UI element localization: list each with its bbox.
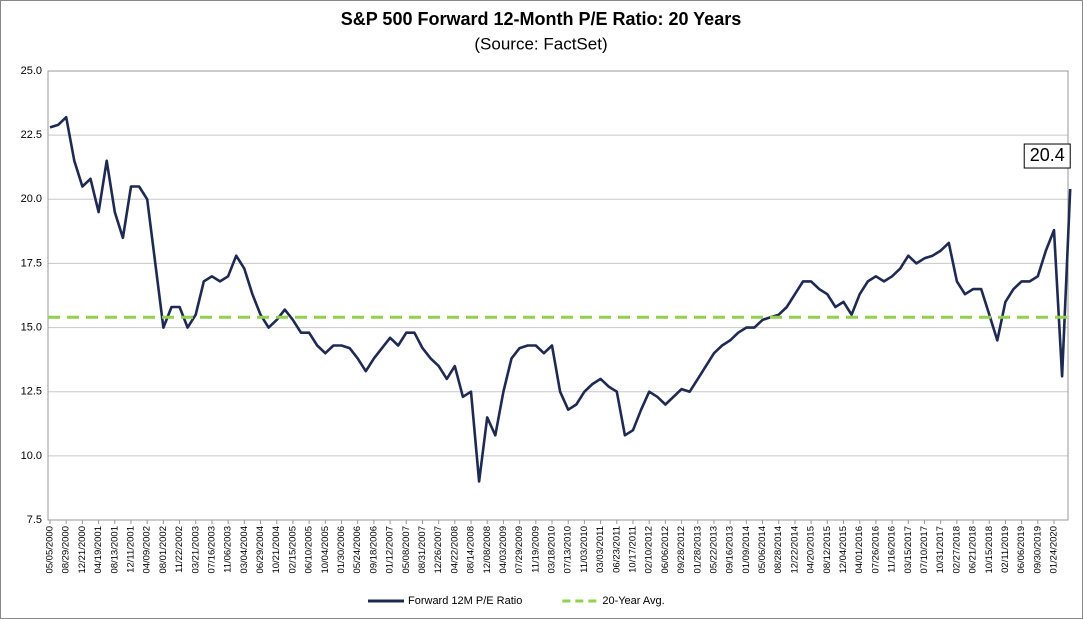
x-tick-label: 04/03/2009: [498, 526, 509, 574]
x-tick-label: 10/31/2017: [935, 526, 946, 574]
legend-label: 20-Year Avg.: [602, 595, 664, 607]
x-tick-label: 03/03/2011: [595, 526, 606, 573]
x-tick-label: 01/09/2014: [741, 526, 752, 574]
x-tick-label: 09/16/2013: [725, 526, 736, 574]
x-tick-label: 08/14/2008: [466, 526, 477, 574]
x-tick-label: 07/26/2016: [870, 526, 881, 574]
x-tick-label: 01/30/2006: [336, 526, 347, 574]
x-tick-label: 11/16/2016: [887, 526, 898, 573]
x-tick-label: 06/10/2005: [304, 526, 315, 574]
x-tick-label: 11/03/2010: [579, 526, 590, 573]
x-tick-label: 08/01/2002: [158, 526, 169, 574]
x-tick-label: 05/24/2006: [352, 526, 363, 574]
x-tick-label: 06/06/2019: [1016, 526, 1027, 574]
y-tick-label: 15.0: [21, 321, 42, 333]
y-tick-label: 17.5: [21, 257, 42, 269]
x-tick-label: 02/10/2012: [644, 526, 655, 574]
x-tick-label: 10/15/2018: [984, 526, 995, 574]
x-tick-label: 08/29/2000: [61, 526, 72, 574]
x-tick-label: 06/29/2004: [255, 526, 266, 574]
x-tick-label: 07/29/2009: [514, 526, 525, 574]
x-tick-label: 01/28/2013: [692, 526, 703, 574]
x-tick-label: 03/18/2010: [547, 526, 558, 574]
x-tick-label: 09/18/2006: [368, 526, 379, 574]
x-tick-label: 09/30/2019: [1032, 526, 1043, 574]
x-tick-label: 07/13/2010: [563, 526, 574, 574]
x-tick-label: 12/08/2008: [482, 526, 493, 574]
x-tick-label: 08/13/2001: [109, 526, 120, 574]
x-tick-label: 04/09/2002: [142, 526, 153, 574]
x-tick-label: 10/21/2004: [271, 526, 282, 574]
y-tick-label: 7.5: [27, 514, 42, 526]
x-tick-label: 06/21/2018: [968, 526, 979, 574]
x-tick-label: 08/31/2007: [417, 526, 428, 574]
value-label-box: [1023, 143, 1071, 169]
x-tick-label: 04/19/2001: [93, 526, 104, 574]
x-tick-label: 01/24/2020: [1049, 526, 1060, 574]
x-tick-label: 01/12/2007: [385, 526, 396, 574]
x-tick-label: 10/17/2011: [627, 526, 638, 573]
x-tick-label: 03/21/2003: [190, 526, 201, 574]
chart-title: S&P 500 Forward 12-Month P/E Ratio: 20 Y…: [341, 9, 741, 29]
x-tick-label: 11/19/2009: [530, 526, 541, 573]
x-tick-label: 05/05/2000: [45, 526, 56, 574]
x-tick-label: 08/28/2014: [773, 526, 784, 574]
x-tick-label: 12/11/2001: [125, 526, 136, 573]
x-tick-label: 06/23/2011: [611, 526, 622, 573]
x-tick-label: 12/04/2015: [838, 526, 849, 574]
y-tick-label: 12.5: [21, 386, 42, 398]
x-tick-label: 12/22/2014: [789, 526, 800, 574]
x-tick-label: 03/15/2017: [903, 526, 914, 574]
legend-label: Forward 12M P/E Ratio: [408, 595, 522, 607]
x-tick-label: 11/06/2003: [223, 526, 234, 573]
x-tick-label: 05/06/2014: [757, 526, 768, 574]
x-tick-label: 04/20/2015: [806, 526, 817, 574]
pe-line: [49, 115, 1072, 483]
x-tick-label: 04/01/2016: [854, 526, 865, 574]
x-tick-label: 12/21/2000: [77, 526, 88, 574]
x-tick-label: 11/22/2002: [174, 526, 185, 573]
x-tick-label: 04/22/2008: [449, 526, 460, 574]
x-tick-label: 06/06/2012: [660, 526, 671, 574]
value-label-text: 20.4: [1030, 145, 1065, 165]
chart-subtitle: (Source: FactSet): [474, 34, 607, 53]
plot-frame: [47, 70, 1069, 521]
value-label: 20.4: [1023, 143, 1071, 169]
x-tick-label: 09/28/2012: [676, 526, 687, 574]
x-tick-label: 12/26/2007: [433, 526, 444, 574]
x-tick-label: 02/11/2019: [1000, 526, 1011, 573]
y-tick-label: 25.0: [21, 65, 42, 77]
y-tick-label: 20.0: [21, 193, 42, 205]
x-tick-label: 02/27/2018: [951, 526, 962, 574]
x-tick-label: 05/22/2013: [708, 526, 719, 574]
x-tick-label: 07/16/2003: [206, 526, 217, 574]
x-tick-label: 03/04/2004: [239, 526, 250, 574]
x-tick-label: 08/12/2015: [822, 526, 833, 574]
x-tick-label: 10/04/2005: [320, 526, 331, 574]
y-tick-label: 10.0: [21, 450, 42, 462]
x-tick-label: 07/10/2017: [919, 526, 930, 574]
x-tick-label: 05/08/2007: [401, 526, 412, 574]
x-tick-label: 02/15/2005: [287, 526, 298, 574]
y-tick-label: 22.5: [21, 129, 42, 141]
